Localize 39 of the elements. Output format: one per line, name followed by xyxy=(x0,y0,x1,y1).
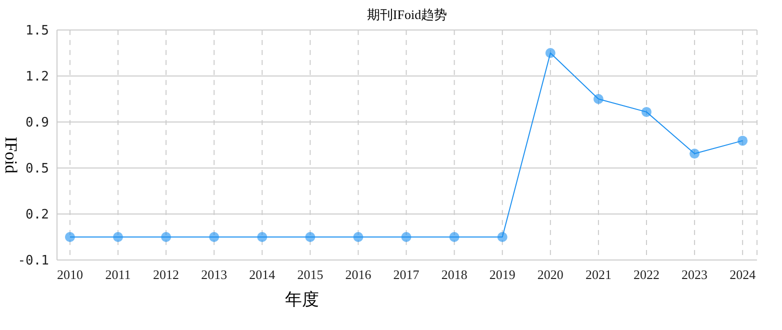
x-tick-label: 2017 xyxy=(393,267,420,282)
point xyxy=(113,232,124,242)
point xyxy=(593,94,604,104)
y-tick-label: 1.5 xyxy=(26,24,49,39)
point xyxy=(401,232,412,242)
x-tick-label: 2018 xyxy=(441,267,468,282)
x-tick-label: 2011 xyxy=(105,267,131,282)
point xyxy=(353,232,364,242)
x-tick-label: 2015 xyxy=(297,267,324,282)
point xyxy=(161,232,172,242)
x-tick-label: 2022 xyxy=(634,267,660,282)
x-tick-label: 2019 xyxy=(489,267,516,282)
point xyxy=(642,106,652,117)
point xyxy=(257,232,268,242)
x-tick-label: 2024 xyxy=(730,267,756,282)
point xyxy=(690,148,700,159)
x-tick-label: 2012 xyxy=(153,267,180,282)
point xyxy=(64,232,75,242)
y-tick-label: 1.2 xyxy=(26,70,49,85)
point xyxy=(738,136,748,146)
point xyxy=(449,232,460,242)
x-tick-label: 2020 xyxy=(537,267,564,282)
point xyxy=(497,232,508,242)
y-axis-title: IFoid xyxy=(0,136,20,174)
y-tick-label: 0.9 xyxy=(26,116,49,131)
x-tick-label: 2013 xyxy=(201,267,228,282)
x-tick-label: 2016 xyxy=(345,267,372,282)
y-tick-label: 0.5 xyxy=(26,162,49,177)
point xyxy=(209,232,220,242)
y-tick-label: 0.2 xyxy=(26,208,49,223)
y-tick-label: -0.1 xyxy=(18,254,49,269)
point xyxy=(305,232,316,242)
point xyxy=(545,48,556,58)
x-tick-label: 2014 xyxy=(249,267,276,282)
x-axis-title: 年度 xyxy=(284,289,320,311)
x-tick-label: 2023 xyxy=(682,267,708,282)
chart-title: 期刊IFoid趋势 xyxy=(366,6,448,24)
x-tick-label: 2010 xyxy=(56,267,83,282)
x-tick-label: 2021 xyxy=(585,267,612,282)
